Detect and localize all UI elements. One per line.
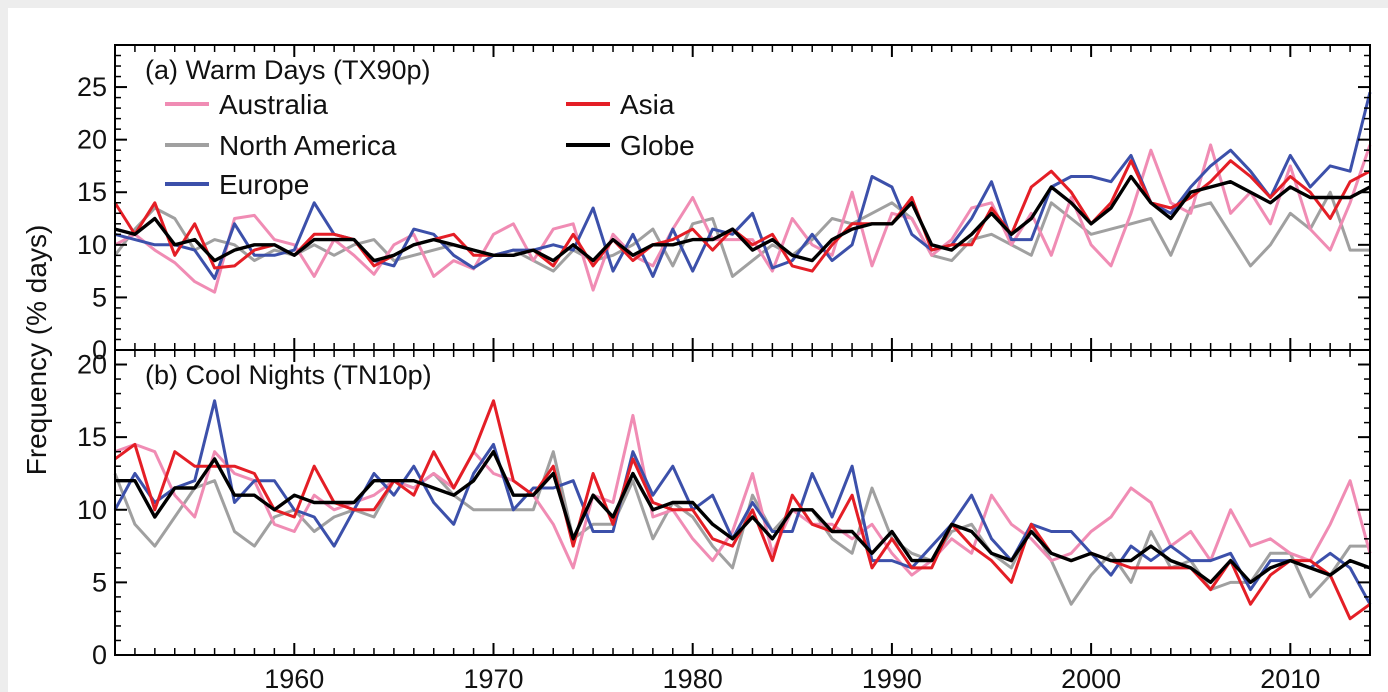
plot-frame-1	[114, 349, 1371, 656]
legend-label-europe: Europe	[219, 169, 309, 200]
legend-label-globe: Globe	[620, 130, 695, 161]
y-axis-title: Frequency (% days)	[21, 225, 52, 476]
y-tick-label-1-1: 5	[92, 567, 107, 597]
legend-label-asia: Asia	[620, 89, 675, 120]
climate-extremes-chart: 0 5 10 15 20 25 (a) Warm Days (TX90p) 0 5 10 15 20 (…	[21, 44, 1372, 692]
x-tick-label-0: 1960	[264, 664, 324, 692]
panel-title-1: (b) Cool Nights (TN10p)	[145, 360, 432, 390]
panel-title-0: (a) Warm Days (TX90p)	[145, 55, 431, 85]
y-tick-label-1-0: 0	[92, 640, 107, 670]
x-tick-label-2: 1980	[663, 664, 723, 692]
x-tick-label-1: 1970	[463, 664, 523, 692]
series-line-1-asia	[114, 399, 1371, 621]
y-tick-label-1-3: 15	[77, 422, 107, 452]
y-tick-label-1-2: 10	[77, 495, 107, 525]
figure-panel: 0 5 10 15 20 25 (a) Warm Days (TX90p) 0 5 10 15 20 (…	[8, 8, 1388, 692]
y-tick-label-0-0: 0	[92, 335, 107, 365]
series-line-1-north-america	[113, 450, 1370, 606]
series-line-0-north-america	[113, 190, 1370, 278]
x-tick-label-4: 2000	[1061, 664, 1121, 692]
x-tick-label-5: 2010	[1260, 664, 1320, 692]
series-line-0-globe	[114, 174, 1371, 263]
x-tick-label-3: 1990	[862, 664, 922, 692]
series-line-0-europe	[114, 91, 1372, 280]
y-tick-label-1-4: 20	[77, 350, 107, 380]
y-tick-label-0-4: 20	[77, 125, 107, 155]
series-line-0-asia	[113, 159, 1371, 273]
legend-label-north-america: North America	[219, 130, 397, 161]
y-tick-label-0-3: 15	[77, 177, 107, 207]
series-line-1-globe	[115, 450, 1371, 585]
legend-label-australia: Australia	[219, 89, 328, 120]
y-tick-label-0-1: 5	[92, 282, 107, 312]
y-tick-label-0-5: 25	[77, 72, 107, 102]
y-tick-label-0-2: 10	[77, 230, 107, 260]
